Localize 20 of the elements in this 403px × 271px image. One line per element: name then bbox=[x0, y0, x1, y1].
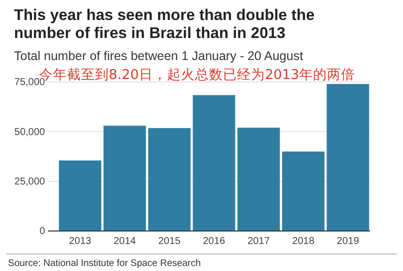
y-tick-label: 50,000 bbox=[14, 126, 46, 138]
x-tick-label: 2015 bbox=[158, 236, 181, 248]
x-tick-label: 2016 bbox=[202, 236, 226, 248]
y-tick-label: 25,000 bbox=[14, 176, 46, 188]
y-tick-label: 0 bbox=[39, 226, 46, 238]
bar bbox=[237, 128, 280, 231]
x-tick-label: 2013 bbox=[68, 236, 92, 248]
x-tick-label: 2017 bbox=[248, 236, 270, 248]
bar bbox=[148, 128, 191, 231]
x-tick-label: 2018 bbox=[292, 236, 315, 248]
x-tick-label: 2019 bbox=[336, 236, 360, 248]
chart-subtitle: Total number of fires between 1 January - 20 August bbox=[14, 49, 304, 63]
bar bbox=[104, 126, 146, 231]
x-tick-label: 2014 bbox=[114, 236, 136, 248]
bar bbox=[58, 160, 102, 231]
bar bbox=[192, 95, 236, 231]
bar bbox=[326, 84, 370, 231]
chart-title: This year has seen more than double the number of fires in Brazil than in 2013 bbox=[14, 7, 315, 42]
source-note: Source: National Institute for Space Research bbox=[8, 258, 201, 269]
bar bbox=[282, 152, 324, 231]
